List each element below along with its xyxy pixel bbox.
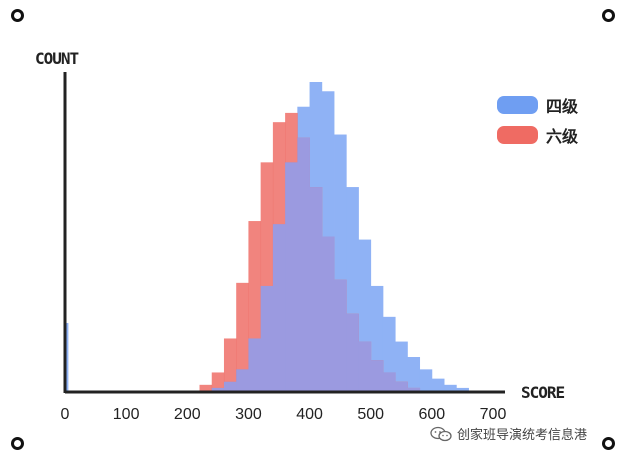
x-tick-700: 700 <box>480 406 507 423</box>
overlap-bar-560 <box>407 387 421 391</box>
x-tick-200: 200 <box>174 406 201 423</box>
bar-liuji-220 <box>199 384 213 391</box>
overlap-bar-480 <box>358 341 372 391</box>
x-tick-0: 0 <box>61 406 70 423</box>
overlap-bar-240 <box>211 387 225 391</box>
overlap-bar-500 <box>370 360 384 391</box>
overlap-bar-540 <box>395 381 408 391</box>
bar-siji-580 <box>419 369 433 391</box>
x-tick-labels: 0 100 200 300 400 500 600 700 <box>61 406 507 423</box>
x-tick-300: 300 <box>235 406 262 423</box>
bar-liuji-280 <box>236 282 249 391</box>
overlap-bar-380 <box>297 137 310 391</box>
legend-label-liuji: 六级 <box>546 127 579 146</box>
x-axis-label: SCORE <box>521 383 565 402</box>
overlap-bar-300 <box>248 338 262 391</box>
x-tick-600: 600 <box>419 406 446 423</box>
overlap-bar-460 <box>346 313 359 391</box>
overlap-bar-420 <box>321 236 335 391</box>
x-tick-500: 500 <box>357 406 384 423</box>
corner-dot-top-right <box>602 9 615 22</box>
bar-siji-600 <box>431 378 445 391</box>
watermark-text: 创家班导演统考信息港 <box>457 428 588 443</box>
bar-siji-0 <box>65 323 69 391</box>
overlap-bar-360 <box>285 162 298 391</box>
legend-item-liuji: 六级 <box>497 124 578 146</box>
bar-liuji-260 <box>223 338 237 391</box>
bar-liuji-240 <box>211 372 225 391</box>
legend-swatch-siji <box>497 96 538 114</box>
bar-siji-540 <box>395 341 408 391</box>
corner-dot-bottom-right <box>602 437 615 450</box>
y-axis-label: COUNT <box>35 49 79 68</box>
legend-swatch-liuji <box>497 126 538 144</box>
overlap-bar-400 <box>309 187 323 391</box>
corner-dot-bottom-left <box>11 437 24 450</box>
watermark: 创家班导演统考信息港 <box>430 424 587 443</box>
overlap-bar-340 <box>272 224 286 391</box>
legend-label-siji: 四级 <box>546 97 579 116</box>
bar-siji-640 <box>456 387 469 391</box>
series-overlap-bars <box>211 137 421 391</box>
overlap-bar-440 <box>334 279 347 391</box>
overlap-bar-260 <box>223 381 237 391</box>
bar-siji-620 <box>444 384 457 391</box>
bar-siji-560 <box>407 357 421 391</box>
x-tick-100: 100 <box>113 406 140 423</box>
legend: 四级 六级 <box>497 94 578 154</box>
legend-item-siji: 四级 <box>497 94 578 116</box>
overlap-bar-320 <box>260 285 274 391</box>
corner-dot-top-left <box>11 9 24 22</box>
overlap-bar-280 <box>236 369 249 391</box>
x-tick-400: 400 <box>296 406 323 423</box>
overlap-bar-520 <box>382 372 396 391</box>
wechat-icon <box>430 426 452 441</box>
